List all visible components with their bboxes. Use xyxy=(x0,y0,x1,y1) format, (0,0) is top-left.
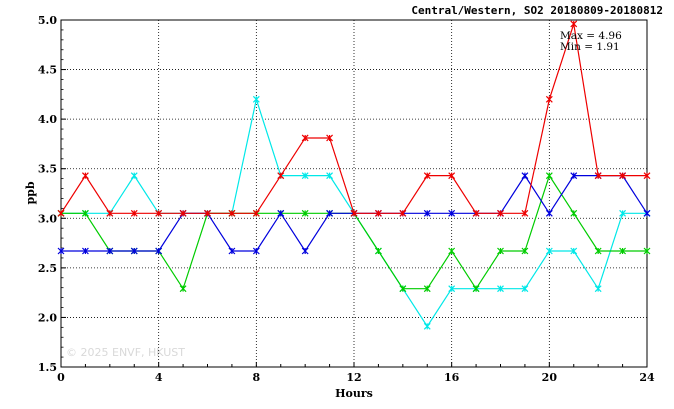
data-point xyxy=(277,209,285,217)
data-point xyxy=(301,247,309,255)
data-point xyxy=(594,285,602,293)
y-tick-label: 2.0 xyxy=(38,311,57,324)
data-point xyxy=(252,209,260,217)
data-point xyxy=(399,209,407,217)
data-point xyxy=(643,247,651,255)
data-point xyxy=(594,247,602,255)
data-point xyxy=(448,247,456,255)
data-point xyxy=(155,209,163,217)
data-point xyxy=(472,285,480,293)
data-point xyxy=(326,209,334,217)
chart-title: Central/Western, SO2 20180809-20180812 xyxy=(411,4,663,17)
data-point xyxy=(619,247,627,255)
data-point xyxy=(106,209,114,217)
x-axis-label: Hours xyxy=(335,387,373,400)
x-tick-label: 16 xyxy=(444,371,460,384)
data-point xyxy=(326,134,334,142)
data-point xyxy=(374,209,382,217)
series-1 xyxy=(57,172,651,293)
data-point xyxy=(521,209,529,217)
y-tick-label: 1.5 xyxy=(38,361,57,374)
y-tick-label: 4.5 xyxy=(38,64,57,77)
data-point xyxy=(497,209,504,217)
data-point xyxy=(57,247,65,255)
data-point xyxy=(570,20,578,28)
data-point xyxy=(57,209,65,217)
data-point xyxy=(594,172,602,180)
data-point xyxy=(619,172,627,180)
data-point xyxy=(643,209,651,217)
data-point xyxy=(350,209,358,217)
data-point xyxy=(228,247,236,255)
data-point xyxy=(570,247,578,255)
x-tick-label: 0 xyxy=(57,371,65,384)
data-point xyxy=(81,247,89,255)
x-tick-label: 20 xyxy=(542,371,558,384)
data-point xyxy=(643,172,651,180)
data-point xyxy=(228,209,236,217)
y-tick-label: 5.0 xyxy=(38,14,57,27)
data-point xyxy=(399,285,407,293)
data-point xyxy=(252,95,260,103)
data-point xyxy=(204,209,211,217)
min-annotation: Min = 1.91 xyxy=(560,41,620,53)
y-axis-label: ppb xyxy=(24,181,37,204)
data-point xyxy=(545,247,553,255)
data-point xyxy=(130,172,138,180)
data-point xyxy=(155,247,163,255)
data-point xyxy=(81,209,89,217)
data-point xyxy=(179,285,187,293)
data-point xyxy=(497,247,504,255)
data-point xyxy=(545,172,553,180)
max-annotation: Max = 4.96 xyxy=(560,30,622,42)
data-point xyxy=(423,209,431,217)
data-point xyxy=(619,209,627,217)
series-line xyxy=(61,174,647,291)
data-point xyxy=(81,172,89,180)
data-point xyxy=(521,172,529,180)
x-tick-label: 24 xyxy=(639,371,655,384)
y-tick-label: 4.0 xyxy=(38,113,57,126)
data-point xyxy=(521,247,529,255)
data-point xyxy=(545,95,553,103)
data-point xyxy=(448,285,456,293)
watermark: © 2025 ENVF, HKUST xyxy=(66,346,185,359)
data-point xyxy=(106,247,114,255)
series-3 xyxy=(57,20,651,217)
series-group xyxy=(57,20,651,330)
data-point xyxy=(301,209,309,217)
data-point xyxy=(130,209,138,217)
data-point xyxy=(423,322,431,330)
data-point xyxy=(448,209,456,217)
y-tick-label: 3.5 xyxy=(38,163,57,176)
data-point xyxy=(326,172,334,180)
data-point xyxy=(448,172,456,180)
data-point xyxy=(301,134,309,142)
data-point xyxy=(179,209,187,217)
data-point xyxy=(277,172,285,180)
x-tick-label: 12 xyxy=(346,371,361,384)
data-point xyxy=(570,172,578,180)
data-point xyxy=(545,209,553,217)
data-point xyxy=(521,285,529,293)
data-point xyxy=(301,172,309,180)
axis-ticks: 0 4 8 12 16 20 24 1.5 2.0 2.5 3.0 3.5 4.0 4.5 5.0 xyxy=(38,14,655,384)
x-tick-label: 8 xyxy=(253,371,261,384)
data-point xyxy=(497,285,504,293)
data-point xyxy=(570,209,578,217)
x-tick-label: 4 xyxy=(155,371,163,384)
data-point xyxy=(423,285,431,293)
data-point xyxy=(130,247,138,255)
y-tick-label: 2.5 xyxy=(38,262,57,275)
gridlines xyxy=(61,20,647,367)
y-tick-label: 3.0 xyxy=(38,212,57,225)
data-point xyxy=(374,247,382,255)
data-point xyxy=(423,172,431,180)
data-point xyxy=(252,247,260,255)
data-point xyxy=(472,209,480,217)
